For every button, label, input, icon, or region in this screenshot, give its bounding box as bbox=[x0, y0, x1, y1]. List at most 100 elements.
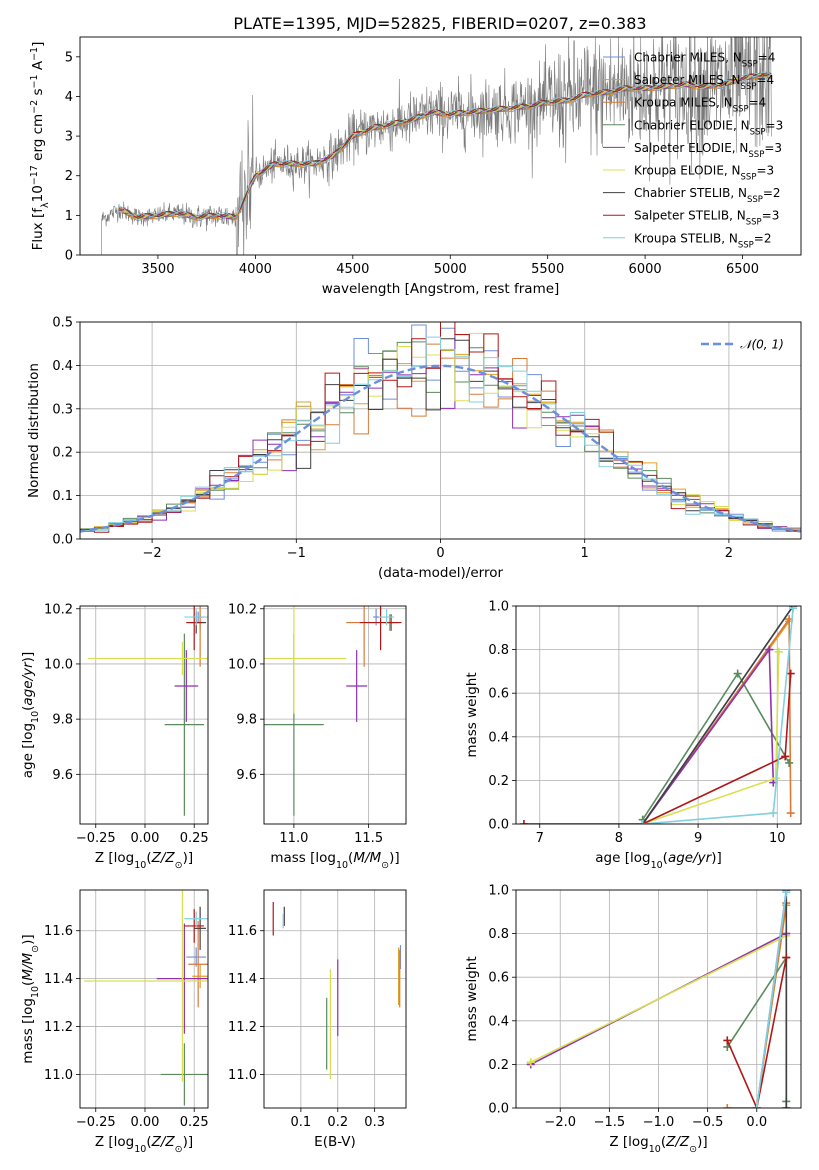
y-tick-label: 11.0 bbox=[44, 1068, 73, 1083]
plus-marker bbox=[733, 669, 742, 678]
label-part: )] bbox=[183, 850, 194, 866]
x-axis-label: age [log10(age/yr)] bbox=[595, 850, 721, 871]
legend-sub: SSP bbox=[741, 82, 757, 92]
y-tick-label: 11.4 bbox=[44, 972, 73, 987]
y-axis-label: Normed distribution bbox=[26, 363, 42, 498]
x-tick-label: 7 bbox=[536, 831, 544, 846]
label-part: ⊙ bbox=[381, 860, 389, 871]
y-tick-label: 0.2 bbox=[488, 1058, 509, 1073]
plus-marker bbox=[769, 809, 778, 818]
legend-label: Kroupa MILES, NSSP=4 bbox=[634, 96, 766, 115]
y-tick-label: 10.0 bbox=[228, 657, 257, 672]
plus-marker bbox=[723, 1036, 732, 1045]
x-tick-label: −1 bbox=[287, 546, 306, 561]
legend-name: Salpeter STELIB, N bbox=[634, 209, 746, 223]
x-axis-label: (data-model)/error bbox=[378, 565, 504, 581]
data-point bbox=[194, 906, 207, 950]
x-axis-label: wavelength [Angstrom, rest frame] bbox=[322, 281, 560, 297]
panels: 3500 4000 4500 5000 5500 6000 6500 0 1 2 3 4 5 Chabri… bbox=[20, 36, 802, 1155]
label-part: ] bbox=[30, 42, 46, 47]
legend-label: Kroupa STELIB, NSSP=2 bbox=[634, 231, 772, 250]
label-part: 10 bbox=[30, 986, 41, 998]
plus-marker bbox=[638, 820, 647, 824]
weight-line bbox=[642, 606, 794, 824]
legend-name: Kroupa MILES, N bbox=[634, 96, 733, 110]
x-tick-label: 2 bbox=[725, 546, 733, 561]
label-part: 10 bbox=[134, 1144, 146, 1155]
label-part: Flux [f bbox=[30, 207, 46, 251]
label-part: age [log bbox=[20, 723, 36, 778]
label-part: ⊙ bbox=[175, 860, 183, 871]
plus-marker bbox=[789, 606, 798, 613]
x-tick-label: 0.00 bbox=[131, 1115, 160, 1130]
x-tick-label: 9 bbox=[694, 831, 702, 846]
x-tick-label: 5500 bbox=[531, 262, 564, 277]
panel-mass-vs-ebv: 0.1 0.2 0.3 11.0 11.2 11.4 11.6 E(B-V) bbox=[228, 889, 407, 1150]
x-tick-label: 4000 bbox=[239, 262, 272, 277]
plot-area bbox=[80, 322, 801, 539]
label-part: erg cm bbox=[30, 114, 46, 165]
plot-area bbox=[516, 890, 801, 1108]
axes-frame bbox=[79, 321, 802, 540]
data-point bbox=[83, 890, 208, 1082]
data-point bbox=[264, 606, 347, 714]
x-tick-label: 0.2 bbox=[327, 1115, 348, 1130]
label-part: A bbox=[30, 60, 46, 74]
plus-marker bbox=[782, 953, 791, 962]
label-part: 10 bbox=[30, 185, 46, 202]
label-part: ⊙ bbox=[689, 1144, 697, 1155]
axes-frame bbox=[263, 889, 407, 1109]
data-point bbox=[192, 964, 208, 989]
plot-area bbox=[264, 606, 406, 824]
y-tick-label: 0.4 bbox=[488, 730, 509, 745]
weight-line bbox=[642, 672, 790, 821]
panel-residuals: −2 −1 0 1 2 0.0 0.1 0.2 0.3 0.4 0.5 𝒩(0, 1) (data-mo… bbox=[26, 316, 802, 581]
label-part: −1 bbox=[29, 74, 40, 88]
legend-nssp: =3 bbox=[762, 209, 780, 223]
axes-frame bbox=[515, 889, 802, 1109]
data-point bbox=[164, 633, 205, 816]
data-point bbox=[186, 606, 203, 651]
label-part: Z/Z bbox=[665, 1134, 690, 1150]
model-spectrum-line bbox=[119, 73, 772, 219]
x-tick-label: −0.25 bbox=[76, 831, 116, 846]
legend-nssp: =4 bbox=[756, 73, 774, 87]
x-tick-label: 0.1 bbox=[291, 1115, 312, 1130]
label-part: )] bbox=[20, 934, 36, 945]
label-part: Z/Z bbox=[151, 1134, 176, 1150]
legend-name: Salpeter ELODIE, N bbox=[634, 141, 748, 155]
plus-marker bbox=[774, 647, 783, 656]
y-tick-label: 0.4 bbox=[488, 1014, 509, 1029]
y-axis-label: Flux [fλ10−17 erg cm−2 s−1 A−1] bbox=[29, 42, 51, 251]
y-tick-label: 0 bbox=[65, 249, 73, 264]
model-spectrum-line bbox=[118, 73, 772, 220]
legend-nssp: =2 bbox=[754, 231, 772, 245]
data-point bbox=[160, 1043, 208, 1106]
label-part: ( bbox=[348, 850, 353, 866]
label-part: ⊙ bbox=[175, 1144, 183, 1155]
axes-frame bbox=[79, 36, 802, 256]
weight-line bbox=[726, 957, 788, 1108]
x-tick-label: 11.0 bbox=[279, 831, 308, 846]
legend-name: Chabrier ELODIE, N bbox=[634, 118, 750, 132]
label-part: Z [log bbox=[609, 1134, 648, 1150]
label-part: )] bbox=[389, 850, 400, 866]
plus-marker bbox=[519, 820, 528, 824]
data-point bbox=[379, 608, 395, 626]
plot-area bbox=[80, 890, 208, 1108]
x-tick-label: −0.25 bbox=[76, 1115, 116, 1130]
legend-name: Kroupa ELODIE, N bbox=[634, 164, 741, 178]
legend-label: Salpeter STELIB, NSSP=3 bbox=[634, 209, 779, 228]
x-tick-label: 0.25 bbox=[180, 1115, 209, 1130]
label-part: )] bbox=[183, 1134, 194, 1150]
x-tick-label: 0.25 bbox=[180, 831, 209, 846]
label-part: 10 bbox=[134, 860, 146, 871]
plus-marker bbox=[765, 645, 774, 654]
legend-sub: SSP bbox=[742, 60, 758, 70]
y-tick-label: 0.2 bbox=[488, 774, 509, 789]
legend-label: Salpeter ELODIE, NSSP=3 bbox=[634, 141, 782, 160]
